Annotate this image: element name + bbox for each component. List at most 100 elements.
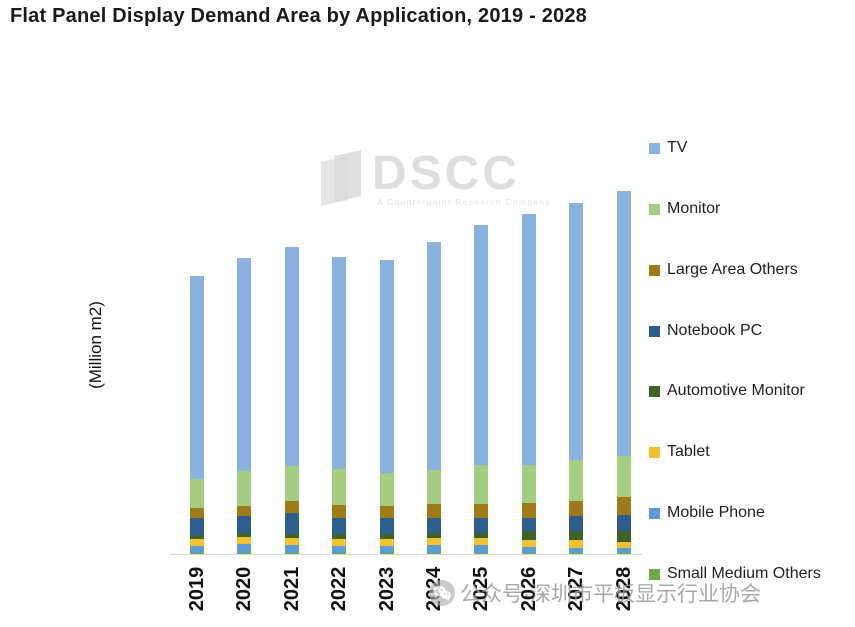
segment-large-area-others: [332, 505, 347, 518]
segment-mobile-phone: [427, 545, 441, 553]
bar-2020: [237, 258, 252, 554]
segment-notebook-pc: [332, 517, 347, 535]
segment-small-medium-others: [521, 552, 536, 554]
segment-large-area-others: [474, 503, 489, 518]
legend-label: Large Area Others: [667, 261, 798, 278]
legend-label: Notebook PC: [667, 322, 763, 339]
segment-tv: [427, 241, 441, 471]
segment-monitor: [284, 466, 299, 502]
legend-swatch: [649, 568, 660, 580]
legend-swatch: [649, 507, 660, 519]
segment-monitor: [427, 470, 441, 505]
chart-title: Flat Panel Display Demand Area by Applic…: [10, 5, 587, 27]
segment-large-area-others: [284, 501, 299, 514]
segment-mobile-phone: [569, 547, 584, 553]
segment-monitor: [237, 471, 252, 506]
segment-notebook-pc: [616, 515, 631, 532]
segment-large-area-others: [616, 497, 631, 516]
segment-small-medium-others: [237, 553, 252, 554]
legend-item-automotive-monitor: Automotive Monitor: [649, 381, 805, 401]
legend-item-small-medium-others: Small Medium Others: [649, 564, 821, 584]
segment-large-area-others: [427, 504, 441, 519]
segment-tv: [569, 202, 584, 461]
segment-mobile-phone: [474, 545, 489, 553]
segment-automotive-monitor: [474, 532, 489, 539]
segment-tablet: [569, 540, 584, 548]
segment-automotive-monitor: [521, 531, 536, 540]
segment-mobile-phone: [237, 544, 252, 553]
segment-mobile-phone: [379, 545, 394, 553]
bar-2023: [379, 260, 394, 554]
legend-label: Mobile Phone: [667, 504, 765, 521]
dscc-logo-tagline: A Counterpoint Research Company: [377, 197, 552, 207]
legend-label: Monitor: [667, 200, 721, 217]
segment-small-medium-others: [284, 552, 299, 554]
segment-tv: [190, 276, 204, 479]
legend-item-mobile-phone: Mobile Phone: [649, 503, 765, 523]
segment-tablet: [521, 539, 536, 547]
segment-mobile-phone: [284, 545, 299, 553]
segment-automotive-monitor: [427, 533, 441, 538]
legend-label: TV: [667, 139, 688, 156]
bar-2021: [284, 247, 299, 554]
legend-item-notebook-pc: Notebook PC: [649, 321, 762, 341]
segment-mobile-phone: [616, 548, 631, 553]
segment-small-medium-others: [474, 553, 489, 554]
segment-notebook-pc: [569, 516, 584, 531]
bar-2028: [616, 191, 631, 554]
segment-tv: [521, 214, 536, 465]
segment-monitor: [332, 469, 347, 506]
legend-item-tv: TV: [649, 138, 687, 158]
segment-automotive-monitor: [284, 533, 299, 538]
segment-monitor: [569, 460, 584, 502]
segment-automotive-monitor: [569, 530, 584, 541]
bar-2027: [569, 202, 584, 554]
segment-large-area-others: [521, 503, 536, 518]
segment-notebook-pc: [521, 517, 536, 532]
bar-2026: [521, 214, 536, 554]
segment-notebook-pc: [427, 518, 441, 534]
segment-monitor: [379, 472, 394, 507]
segment-small-medium-others: [379, 552, 394, 554]
legend-swatch: [649, 264, 660, 276]
segment-automotive-monitor: [332, 534, 347, 539]
bottom-watermark-text: 公众号·深圳市平板显示行业协会: [460, 583, 761, 606]
segment-tablet: [332, 538, 347, 546]
legend-swatch: [649, 446, 660, 458]
bar-2019: [190, 276, 204, 554]
segment-tv: [616, 191, 631, 457]
legend-item-tablet: Tablet: [649, 442, 710, 462]
legend-swatch: [649, 142, 660, 154]
segment-automotive-monitor: [616, 531, 631, 543]
segment-small-medium-others: [332, 552, 347, 554]
wechat-icon: [429, 580, 455, 606]
segment-tablet: [474, 538, 489, 546]
segment-tablet: [190, 538, 204, 546]
segment-automotive-monitor: [379, 534, 394, 539]
bottom-watermark: 公众号·深圳市平板显示行业协会: [428, 578, 761, 608]
segment-small-medium-others: [427, 552, 441, 554]
segment-small-medium-others: [616, 553, 631, 554]
segment-notebook-pc: [474, 517, 489, 533]
legend-label: Automotive Monitor: [667, 382, 805, 399]
x-axis-line: [170, 554, 642, 555]
segment-monitor: [521, 464, 536, 504]
legend-label: Tablet: [667, 443, 710, 460]
bar-2022: [332, 257, 347, 554]
segment-notebook-pc: [379, 518, 394, 535]
y-axis-label: (Million m2): [86, 301, 105, 389]
legend-swatch: [649, 203, 660, 215]
legend-label: Small Medium Others: [667, 565, 821, 582]
segment-tablet: [284, 538, 299, 546]
segment-monitor: [190, 478, 204, 509]
segment-tablet: [427, 538, 441, 546]
legend-swatch: [649, 385, 660, 397]
segment-large-area-others: [569, 501, 584, 517]
dscc-logo-text: DSCC: [372, 147, 521, 200]
legend-swatch: [649, 325, 660, 337]
segment-automotive-monitor: [190, 535, 204, 539]
segment-large-area-others: [379, 506, 394, 519]
segment-notebook-pc: [237, 516, 252, 534]
segment-mobile-phone: [190, 545, 204, 553]
segment-large-area-others: [237, 505, 252, 517]
